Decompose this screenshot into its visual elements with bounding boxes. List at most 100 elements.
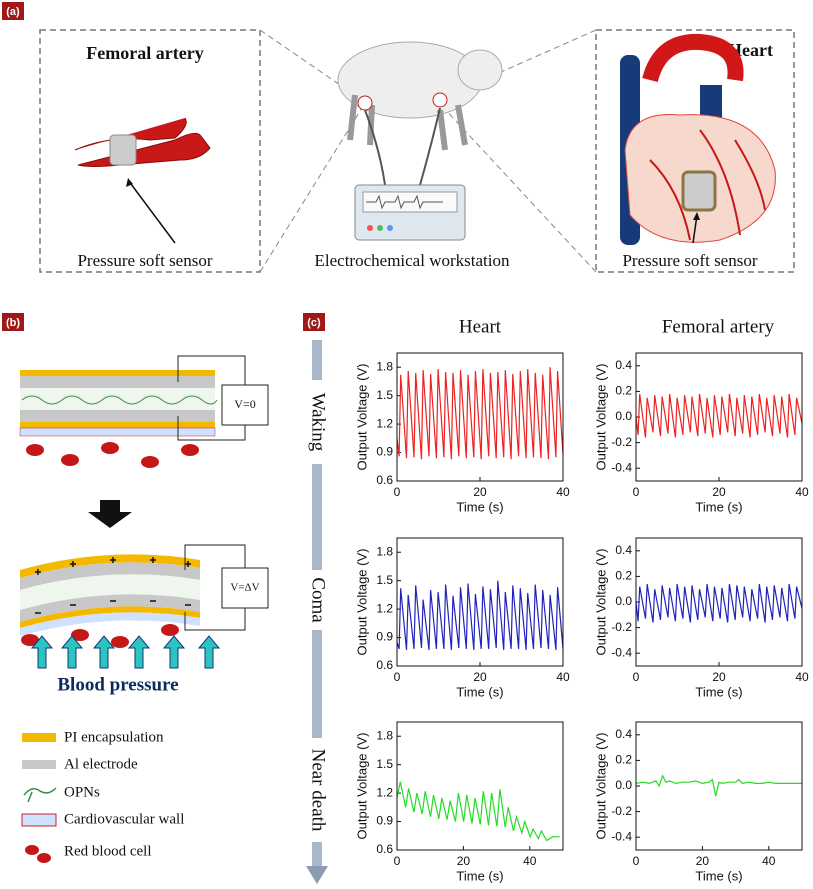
signal-line — [396, 781, 560, 842]
y-axis-label: Output Voltage (V) — [354, 364, 369, 471]
y-axis-label: Output Voltage (V) — [354, 733, 369, 840]
y-tick-label: 0.9 — [376, 630, 393, 644]
stage-arrow-head — [306, 866, 328, 884]
panel-label-box — [2, 313, 24, 331]
y-tick-label: 0.9 — [376, 445, 393, 459]
y-tick-label: 1.5 — [376, 757, 393, 771]
y-tick-label: 1.5 — [376, 573, 393, 587]
y-tick-label: 1.8 — [376, 359, 393, 373]
heart-illustration — [620, 33, 776, 245]
legend-label: Cardiovascular wall — [64, 811, 184, 827]
y-tick-label: -0.4 — [611, 829, 632, 843]
x-tick-label: 40 — [523, 854, 537, 868]
signal-line — [635, 774, 802, 797]
legend-label: PI encapsulation — [64, 729, 164, 745]
y-axis-label: Output Voltage (V) — [593, 364, 608, 471]
x-tick-label: 20 — [712, 670, 726, 684]
y-tick-label: -0.4 — [611, 460, 632, 474]
y-tick-label: 1.2 — [376, 601, 393, 615]
x-tick-label: 20 — [473, 485, 487, 499]
y-tick-label: 0.4 — [615, 543, 632, 557]
zoom-line — [259, 107, 363, 273]
x-tick-label: 40 — [556, 670, 570, 684]
caption: Pressure soft sensor — [77, 251, 212, 270]
legend-swatch — [22, 733, 56, 742]
panel-label: (a) — [6, 6, 20, 18]
panel-label: (b) — [6, 317, 20, 329]
x-tick-label: 0 — [633, 670, 640, 684]
x-tick-label: 0 — [394, 670, 401, 684]
y-tick-label: 1.2 — [376, 785, 393, 799]
y-axis-label: Output Voltage (V) — [354, 549, 369, 656]
x-tick-label: 0 — [394, 485, 401, 499]
legend-label: OPNs — [64, 784, 100, 800]
caption: Blood pressure — [57, 674, 178, 695]
x-axis-label: Time (s) — [695, 499, 742, 514]
y-tick-label: 0.9 — [376, 814, 393, 828]
y-tick-label: 1.5 — [376, 388, 393, 402]
pointer-head — [693, 212, 700, 220]
y-axis-label: Output Voltage (V) — [593, 733, 608, 840]
panel-label-box — [303, 313, 325, 331]
y-tick-label: 0.2 — [615, 753, 632, 767]
plot-frame — [635, 721, 803, 851]
stage-label: Waking — [308, 393, 329, 452]
y-axis-label: Output Voltage (V) — [593, 549, 608, 656]
panel-label-box — [2, 2, 24, 20]
inset-box — [39, 29, 261, 273]
caption: Electrochemical workstation — [315, 251, 510, 270]
y-tick-label: 1.2 — [376, 416, 393, 430]
x-tick-label: 0 — [394, 854, 401, 868]
y-tick-label: -0.2 — [611, 804, 632, 818]
stage-label: Coma — [308, 577, 329, 623]
panel-label: (c) — [307, 317, 321, 329]
stage-label-bg — [307, 380, 327, 464]
column-title: Heart — [459, 316, 502, 337]
signal-line — [635, 584, 803, 623]
plot-frame — [635, 352, 803, 482]
x-axis-label: Time (s) — [456, 868, 503, 883]
voltage-label: V=0 — [234, 397, 255, 411]
legend-swatch — [23, 787, 57, 803]
x-tick-label: 40 — [556, 485, 570, 499]
x-tick-label: 20 — [712, 485, 726, 499]
y-tick-label: 0.4 — [615, 727, 632, 741]
x-tick-label: 40 — [795, 485, 809, 499]
stage-label-bg — [307, 738, 327, 842]
y-tick-label: 0.6 — [376, 658, 393, 672]
y-tick-label: 0.2 — [615, 384, 632, 398]
signal-line — [396, 367, 564, 460]
x-tick-label: 40 — [762, 854, 776, 868]
pig-illustration — [337, 41, 503, 241]
signal-line — [635, 393, 803, 438]
x-tick-label: 0 — [633, 854, 640, 868]
plot-frame — [396, 721, 564, 851]
y-tick-label: 0.6 — [376, 842, 393, 856]
x-tick-label: 20 — [473, 670, 487, 684]
arrow — [88, 500, 132, 528]
x-axis-label: Time (s) — [695, 684, 742, 699]
pointer — [127, 179, 176, 244]
x-tick-label: 40 — [795, 670, 809, 684]
x-axis-label: Time (s) — [695, 868, 742, 883]
x-axis-label: Time (s) — [456, 684, 503, 699]
y-tick-label: 0.0 — [615, 778, 632, 792]
stage-label-bg — [307, 570, 327, 630]
y-tick-label: 0.4 — [615, 358, 632, 372]
y-tick-label: 0.0 — [615, 409, 632, 423]
inset-title: Femoral artery — [86, 43, 203, 63]
plot-frame — [635, 537, 803, 667]
x-tick-label: 20 — [457, 854, 471, 868]
sensor-bent — [20, 544, 269, 669]
plot-frame — [396, 537, 564, 667]
y-tick-label: 1.8 — [376, 728, 393, 742]
charts: 0.6 0.9 1.2 1.5 1.8 0 20 40 Time (s) Output Volta… — [354, 352, 809, 883]
y-tick-label: -0.4 — [611, 645, 632, 659]
legend-swatch — [21, 813, 57, 827]
y-tick-label: 0.0 — [615, 594, 632, 608]
x-tick-label: 0 — [633, 485, 640, 499]
legend-swatch — [22, 760, 56, 769]
artery-illustration — [74, 117, 211, 167]
stage-label: Near death — [308, 749, 329, 832]
